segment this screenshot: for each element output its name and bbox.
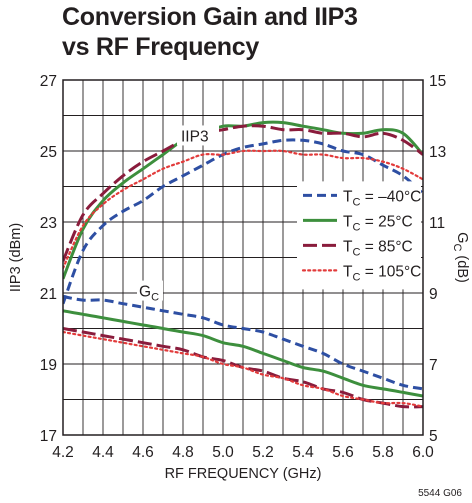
gc-line bbox=[63, 309, 423, 398]
chart-title-line-1: Conversion Gain and IIP3 bbox=[62, 3, 358, 31]
series-3 bbox=[63, 149, 423, 408]
legend-label: TC = 85°C bbox=[343, 238, 413, 258]
chart-title-line-2: vs RF Frequency bbox=[62, 33, 259, 61]
iip3-annotation-bg bbox=[177, 125, 219, 146]
legend-label: TC = –40°C bbox=[343, 188, 421, 208]
gc-annotation-bg bbox=[137, 280, 163, 301]
legend-label: TC = 105°C bbox=[343, 263, 421, 283]
legend-label: TC = 25°C bbox=[343, 213, 413, 233]
x-tick-label: 4.8 bbox=[172, 444, 194, 461]
y-left-tick-label: 27 bbox=[40, 73, 57, 90]
y-right-tick-label: 5 bbox=[429, 428, 438, 445]
gc-line bbox=[63, 330, 423, 408]
gc-annotation: GC bbox=[139, 284, 159, 304]
y-right-axis-label: GC (dB) bbox=[451, 232, 470, 283]
iip3-line bbox=[63, 124, 423, 262]
y-left-axis-label: IIP3 (dBm) bbox=[8, 223, 24, 292]
iip3-annotation: IIP3 bbox=[181, 128, 209, 145]
x-tick-label: 5.8 bbox=[372, 444, 394, 461]
x-tick-label: 4.6 bbox=[132, 444, 154, 461]
series-layer bbox=[63, 120, 423, 409]
x-tick-label: 5.2 bbox=[252, 444, 274, 461]
y-right-tick-label: 7 bbox=[429, 357, 438, 374]
y-left-tick-label: 23 bbox=[40, 215, 57, 232]
x-tick-label: 4.4 bbox=[92, 444, 114, 461]
x-tick-label: 5.4 bbox=[292, 444, 314, 461]
y-right-tick-label: 9 bbox=[429, 286, 438, 303]
y-right-tick-label: 15 bbox=[429, 73, 446, 90]
x-tick-label: 6.0 bbox=[412, 444, 434, 461]
y-left-tick-label: 25 bbox=[40, 144, 57, 161]
x-tick-label: 4.2 bbox=[52, 444, 74, 461]
legend-background bbox=[297, 181, 421, 290]
gc-line bbox=[63, 295, 423, 391]
y-left-tick-label: 19 bbox=[40, 357, 57, 374]
x-tick-label: 5.0 bbox=[212, 444, 234, 461]
y-right-tick-label: 13 bbox=[429, 144, 446, 161]
legend: TC = –40°C TC = 25°C TC = 85°C TC = 105°C bbox=[297, 181, 421, 290]
series-0 bbox=[63, 138, 423, 391]
plot-frame bbox=[62, 79, 424, 436]
x-axis-label: RF FREQUENCY (GHz) bbox=[165, 466, 322, 482]
x-tick-label: 5.6 bbox=[332, 444, 354, 461]
axis-labels: RF FREQUENCY (GHz) IIP3 (dBm) GC (dB) bbox=[8, 223, 470, 482]
y-right-tick-label: 11 bbox=[429, 215, 445, 232]
iip3-line bbox=[63, 138, 423, 305]
tick-labels: 4.2 4.4 4.6 4.8 5.0 5.2 5.4 5.6 5.8 6.0 17 19 21 23 25… bbox=[40, 73, 447, 461]
annotations: IIP3 GC bbox=[137, 125, 219, 304]
y-left-tick-label: 17 bbox=[40, 428, 57, 445]
y-left-tick-label: 21 bbox=[40, 286, 57, 303]
figure-id: 5544 G06 bbox=[418, 488, 462, 499]
iip3-line bbox=[63, 149, 423, 270]
chart-title: Conversion Gain and IIP3 vs RF Frequency bbox=[62, 2, 358, 62]
